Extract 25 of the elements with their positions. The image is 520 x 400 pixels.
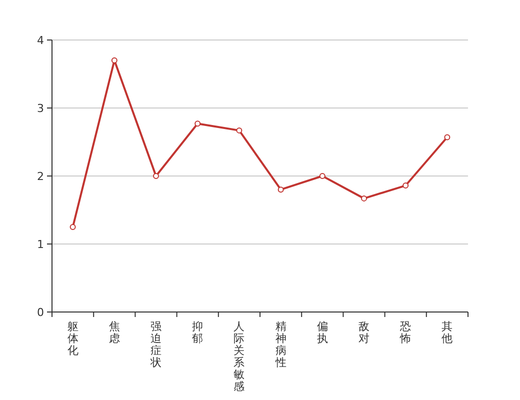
x-tick-label: 敌对: [358, 320, 370, 345]
point: [111, 57, 118, 64]
x-tick-label: 人际关系敏感: [234, 320, 245, 393]
x-tick-label: 抑郁: [192, 320, 204, 345]
point: [194, 120, 201, 127]
x-tick-label: 躯体化: [67, 320, 78, 357]
point: [153, 173, 159, 179]
x-tick-label: 精神病性: [274, 320, 286, 369]
x-tick-label: 焦虑: [108, 320, 120, 345]
x-tick-label: 其他: [442, 320, 453, 345]
x-tick-label: 偏执: [316, 320, 328, 345]
point: [70, 224, 76, 230]
y-tick-label: 2: [37, 170, 44, 183]
y-tick-label: 4: [37, 34, 44, 47]
point: [361, 195, 367, 202]
x-tick-label: 恐怖: [399, 320, 412, 345]
point: [236, 127, 242, 134]
y-tick-label: 0: [37, 306, 44, 319]
point: [402, 182, 409, 189]
y-tick-label: 3: [37, 102, 44, 115]
x-tick-label: 强迫症状: [150, 320, 162, 369]
y-tick-label: 1: [37, 238, 44, 251]
point: [278, 186, 284, 193]
point: [319, 173, 326, 179]
point: [444, 134, 450, 140]
